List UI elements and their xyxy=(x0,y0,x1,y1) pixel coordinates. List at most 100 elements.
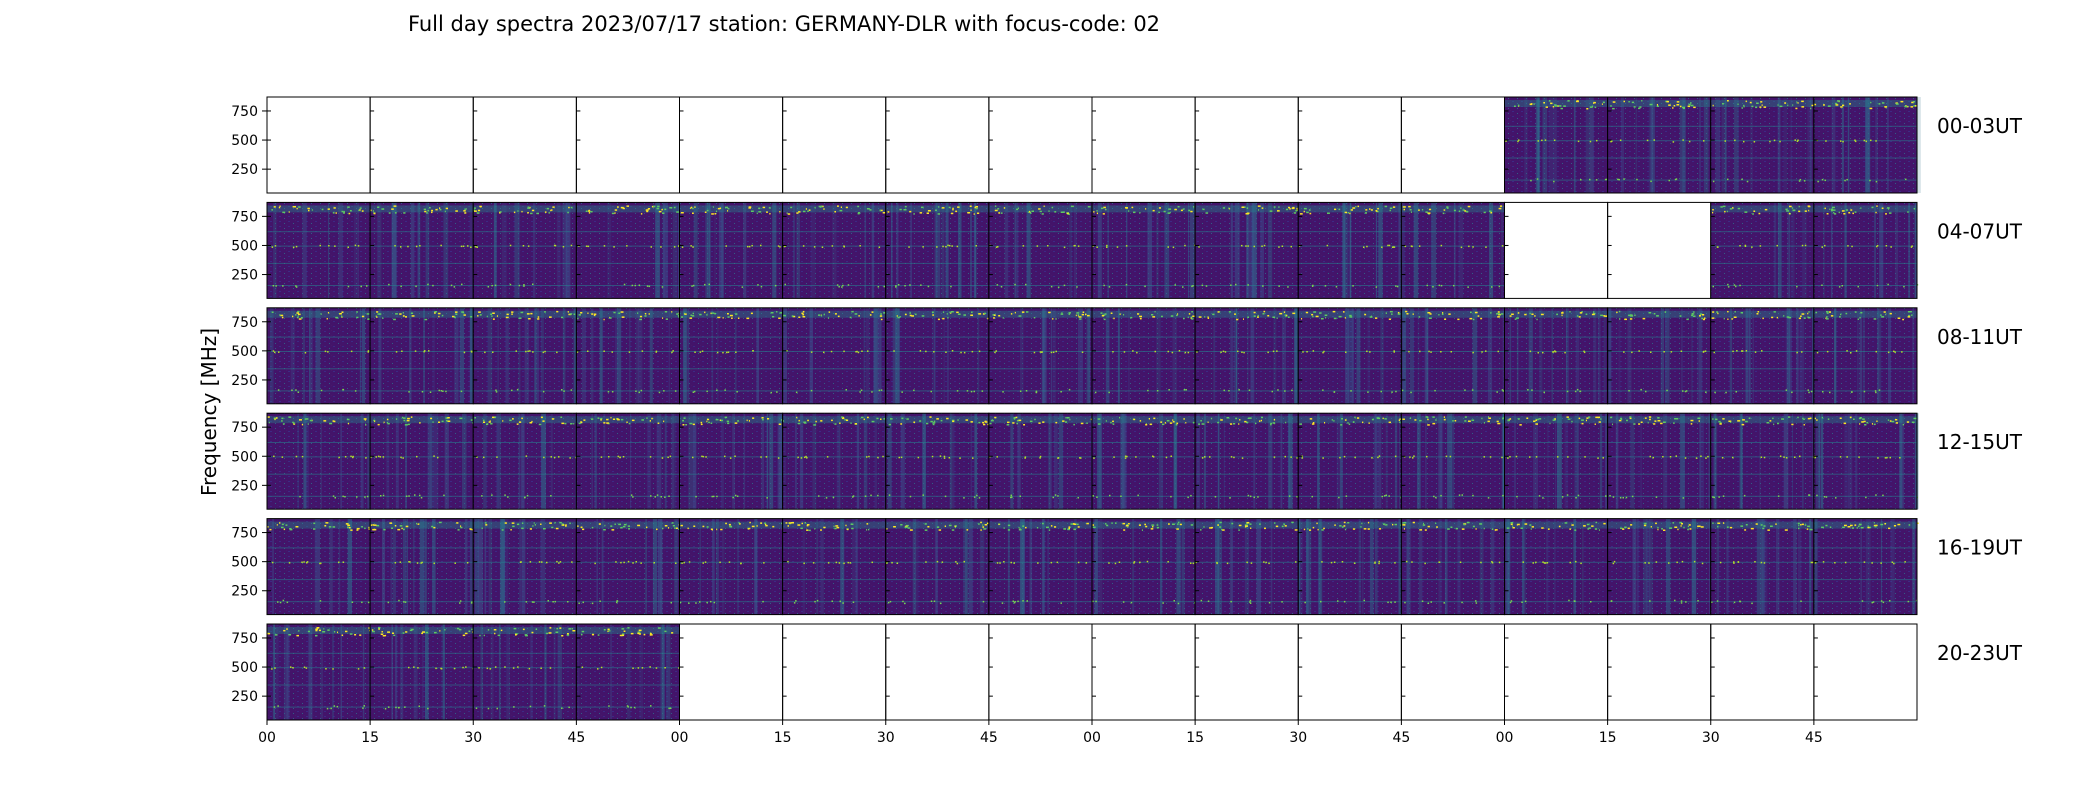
spectrum-panel xyxy=(1400,307,1507,405)
y-tick-label: 250 xyxy=(231,162,258,178)
y-tick-label: 500 xyxy=(231,660,258,676)
spectrum-panel xyxy=(1091,307,1197,405)
y-tick-label: 250 xyxy=(231,584,258,600)
spectrum-panel xyxy=(472,96,577,194)
y-tick-label: 750 xyxy=(231,526,258,542)
spectrum-panel xyxy=(1400,201,1505,299)
spectrum-panel xyxy=(1504,412,1609,510)
y-tick-label: 250 xyxy=(231,373,258,389)
spectrum-panel xyxy=(1813,623,1918,721)
x-tick-label: 00 xyxy=(1496,730,1514,746)
y-tick-label: 250 xyxy=(231,268,258,284)
spectra-row-04-07UT: 250 500 750 04-07UT xyxy=(231,201,2023,299)
spectrum-panel xyxy=(1504,518,1609,616)
spectrum-panel xyxy=(1813,412,1919,510)
spectrum-panel xyxy=(988,412,1094,510)
row-label: 12-15UT xyxy=(1937,430,2023,454)
spectrum-panel xyxy=(1297,518,1403,616)
spectrum-panel xyxy=(988,623,1093,721)
y-tick-label: 250 xyxy=(231,478,258,494)
x-tick-label: 45 xyxy=(1392,730,1410,746)
x-tick-label: 15 xyxy=(1599,730,1617,746)
spectrum-panel xyxy=(266,412,372,510)
spectrum-panel xyxy=(472,307,578,405)
spectrum-panel xyxy=(1504,201,1609,299)
spectrum-panel xyxy=(1607,518,1712,616)
y-tick-label: 750 xyxy=(231,315,258,331)
spectrum-panel xyxy=(369,518,474,616)
spectrum-panel xyxy=(266,307,372,405)
spectrum-panel xyxy=(1194,307,1299,405)
spectra-row-12-15UT: 250 500 750 12-15UT xyxy=(231,412,2023,510)
spectrum-panel xyxy=(1194,518,1299,616)
x-tick-label: 15 xyxy=(774,730,792,746)
y-tick-label: 500 xyxy=(231,344,258,360)
spectrum-panel xyxy=(1194,201,1301,299)
spectrum-panel xyxy=(575,307,682,405)
spectrum-panel xyxy=(369,307,475,405)
spectrum-panel xyxy=(575,201,681,299)
spectrum-panel xyxy=(1194,412,1300,510)
spectrum-panel xyxy=(885,623,990,721)
spectrum-panel xyxy=(1400,518,1505,616)
spectrum-panel xyxy=(679,412,785,510)
spectrum-panel xyxy=(1607,623,1712,721)
spectrum-panel xyxy=(1710,307,1817,405)
spectra-row-08-11UT: 250 500 750 08-11UT xyxy=(231,307,2023,405)
spectrum-panel xyxy=(1710,623,1815,721)
spectrum-panel xyxy=(1607,201,1712,299)
spectrum-panel xyxy=(1297,623,1402,721)
x-tick-label: 30 xyxy=(464,730,482,746)
spectrum-panel xyxy=(1710,201,1817,299)
y-tick-label: 500 xyxy=(231,555,258,571)
spectrum-panel xyxy=(1607,307,1712,405)
x-axis-ticks: 00 15 30 45 00 15 30 45 00 15 30 45 00 15 30 45 xyxy=(258,720,1823,746)
spectrum-panel xyxy=(1504,623,1609,721)
spectrum-panel xyxy=(1813,201,1919,299)
y-tick-label: 500 xyxy=(231,133,258,149)
y-tick-label: 750 xyxy=(231,104,258,120)
spectrum-panel xyxy=(472,623,577,721)
spectrum-panel xyxy=(988,307,1095,405)
spectrum-panel xyxy=(575,412,681,510)
spectrum-panel xyxy=(885,201,990,299)
spectrum-panel xyxy=(1091,96,1196,194)
spectrum-panel xyxy=(1194,623,1299,721)
spectrum-panel xyxy=(369,412,474,510)
spectrum-panel xyxy=(1710,412,1816,510)
spectrum-panel xyxy=(1297,96,1402,194)
spectrum-panel xyxy=(575,623,680,721)
spectrum-panel xyxy=(266,623,372,721)
spectrum-panel xyxy=(369,96,474,194)
spectrum-panel xyxy=(782,623,887,721)
y-tick-label: 500 xyxy=(231,238,258,254)
spectrum-panel xyxy=(782,412,888,510)
y-tick-label: 750 xyxy=(231,631,258,647)
spectrum-panel xyxy=(679,623,784,721)
spectrum-panel xyxy=(782,201,887,299)
spectrum-panel xyxy=(679,518,784,616)
x-tick-label: 30 xyxy=(1289,730,1307,746)
spectrum-panel xyxy=(885,412,990,510)
spectrum-panel xyxy=(988,518,1093,616)
row-label: 00-03UT xyxy=(1937,114,2023,138)
spectrum-panel xyxy=(369,623,474,721)
spectrum-panel xyxy=(1504,96,1609,194)
spectrum-panel xyxy=(369,201,474,299)
spectrum-panel xyxy=(1504,307,1609,405)
spectrum-panel xyxy=(266,201,371,299)
spectrum-panel xyxy=(1297,201,1404,299)
spectrum-panel xyxy=(575,518,681,616)
spectrum-panel xyxy=(1607,96,1712,194)
x-tick-label: 00 xyxy=(258,730,276,746)
spectrum-panel xyxy=(1400,623,1505,721)
chart-title: Full day spectra 2023/07/17 station: GER… xyxy=(408,12,1160,36)
spectrum-panel xyxy=(1607,412,1713,510)
y-tick-label: 500 xyxy=(231,449,258,465)
spectrum-panel xyxy=(1194,96,1299,194)
row-label: 04-07UT xyxy=(1937,219,2023,243)
x-tick-label: 15 xyxy=(361,730,379,746)
spectrum-panel xyxy=(782,307,887,405)
spectrum-panel xyxy=(679,201,784,299)
